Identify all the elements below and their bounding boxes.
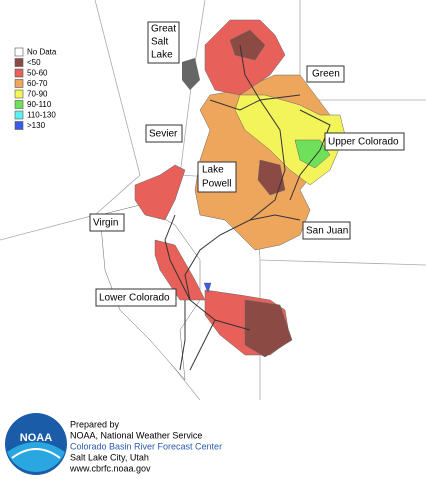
- label-lake-powell: Lake Powell: [197, 161, 237, 193]
- label-virgin: Virgin: [89, 213, 125, 232]
- label-text: Sevier: [149, 129, 178, 140]
- legend-swatch: [14, 89, 24, 99]
- credit-line: www.cbrfc.noaa.gov: [69, 463, 151, 473]
- logo-text: NOAA: [20, 432, 52, 444]
- label-text: Green: [312, 69, 340, 80]
- label-text: Great: [151, 24, 176, 35]
- legend-label: <50: [27, 58, 41, 67]
- legend-swatch: [14, 110, 24, 120]
- credits: Prepared by NOAA, National Weather Servi…: [69, 419, 222, 473]
- label-text: Salt: [151, 37, 168, 48]
- label-lower-colorado: Lower Colorado: [95, 288, 177, 307]
- credit-line: Salt Lake City, Utah: [70, 452, 149, 462]
- label-sevier: Sevier: [145, 124, 183, 143]
- credit-line: Colorado Basin River Forecast Center: [70, 441, 222, 451]
- label-great-salt-lake: Great Salt Lake: [147, 21, 180, 64]
- basin: [134, 164, 186, 221]
- legend-swatch: [14, 58, 24, 67]
- label-text: Powell: [202, 179, 231, 190]
- rivers: [164, 44, 331, 371]
- credit-line: Prepared by: [70, 419, 120, 429]
- label-upper-colorado: Upper Colorado: [324, 132, 405, 151]
- legend-swatch: [14, 100, 24, 109]
- legend-label: 110-130: [27, 111, 56, 120]
- label-text: San Juan: [306, 226, 348, 237]
- credit-line: NOAA, National Weather Service: [70, 430, 202, 440]
- legend-label: 60-70: [27, 79, 48, 88]
- legend-label: >130: [27, 121, 46, 130]
- basin: [229, 29, 266, 61]
- lake: [182, 58, 200, 90]
- label-green: Green: [306, 65, 345, 83]
- legend-swatch: [14, 79, 24, 88]
- label-text: Lower Colorado: [99, 293, 170, 304]
- label-san-juan: San Juan: [302, 221, 351, 240]
- legend-swatch: [14, 68, 24, 78]
- legend-label: 90-110: [27, 100, 52, 109]
- basin: [203, 282, 212, 294]
- label-text: Lake: [202, 165, 224, 176]
- basins: [99, 19, 346, 381]
- legend-swatch: [14, 47, 24, 57]
- legend-swatch: [14, 121, 24, 130]
- basin: [154, 239, 206, 301]
- label-text: Virgin: [93, 218, 118, 229]
- label-text: Lake: [151, 50, 173, 61]
- basin: [244, 299, 293, 358]
- noaa-logo: NOAA: [5, 413, 67, 475]
- label-text: Upper Colorado: [328, 137, 399, 148]
- legend-label: 70-90: [27, 90, 48, 99]
- legend-label: No Data: [27, 48, 57, 57]
- legend-label: 50-60: [27, 69, 48, 78]
